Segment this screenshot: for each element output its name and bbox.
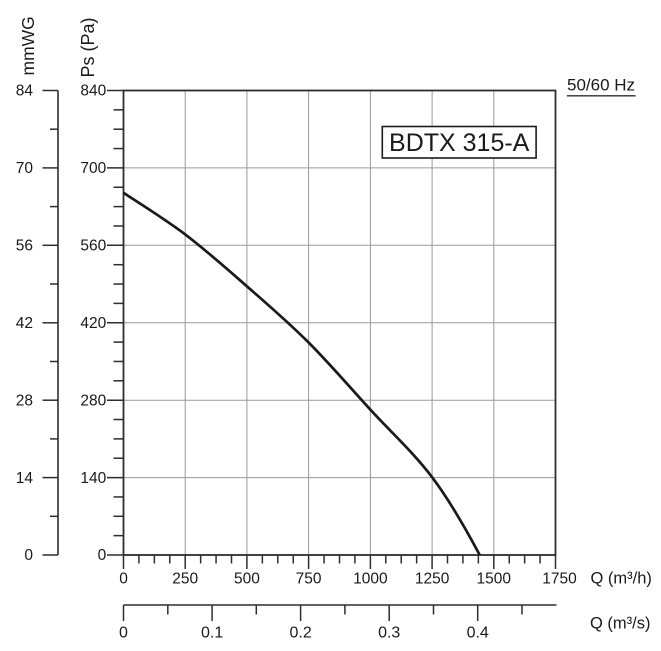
svg-text:50/60 Hz: 50/60 Hz — [567, 76, 635, 95]
svg-text:Q (m³/s): Q (m³/s) — [590, 615, 650, 633]
svg-text:14: 14 — [16, 470, 34, 487]
svg-text:840: 840 — [80, 83, 106, 100]
svg-text:280: 280 — [80, 392, 106, 409]
svg-text:0.1: 0.1 — [201, 625, 223, 642]
svg-text:250: 250 — [172, 571, 198, 588]
svg-text:500: 500 — [234, 571, 260, 588]
svg-text:28: 28 — [16, 392, 33, 409]
svg-text:1000: 1000 — [353, 571, 388, 588]
svg-text:0.3: 0.3 — [378, 625, 400, 642]
svg-text:700: 700 — [80, 160, 106, 177]
svg-text:84: 84 — [16, 83, 34, 100]
svg-text:140: 140 — [80, 470, 106, 487]
svg-text:70: 70 — [16, 160, 34, 177]
svg-text:0: 0 — [24, 547, 33, 564]
svg-text:BDTX 315-A: BDTX 315-A — [389, 129, 530, 157]
svg-text:Q (m³/h): Q (m³/h) — [591, 570, 652, 588]
svg-text:mmWG: mmWG — [18, 16, 38, 75]
svg-text:0: 0 — [98, 547, 107, 564]
svg-text:420: 420 — [80, 315, 106, 332]
svg-text:750: 750 — [296, 571, 322, 588]
svg-text:1750: 1750 — [542, 571, 577, 588]
svg-text:0.4: 0.4 — [467, 625, 489, 642]
svg-text:560: 560 — [80, 238, 106, 255]
svg-text:1500: 1500 — [477, 571, 512, 588]
svg-text:Ps (Pa): Ps (Pa) — [78, 17, 98, 77]
svg-text:0: 0 — [119, 571, 128, 588]
svg-text:0.2: 0.2 — [289, 625, 311, 642]
svg-text:0: 0 — [119, 625, 128, 642]
svg-text:56: 56 — [16, 238, 33, 255]
svg-text:42: 42 — [16, 315, 33, 332]
svg-text:1250: 1250 — [415, 571, 450, 588]
